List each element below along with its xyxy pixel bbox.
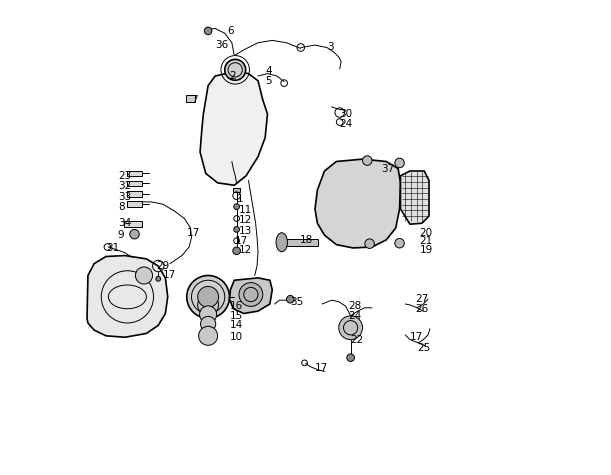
Text: 17: 17 bbox=[163, 270, 176, 281]
Text: 8: 8 bbox=[118, 202, 125, 212]
Text: 7: 7 bbox=[191, 95, 198, 105]
Polygon shape bbox=[127, 171, 142, 176]
Circle shape bbox=[239, 283, 263, 306]
Text: 4: 4 bbox=[265, 66, 272, 76]
Text: 36: 36 bbox=[215, 40, 229, 50]
Text: 25: 25 bbox=[417, 342, 430, 353]
Text: 24: 24 bbox=[338, 119, 352, 130]
Text: 17: 17 bbox=[235, 236, 249, 246]
Circle shape bbox=[233, 247, 240, 255]
Text: 21: 21 bbox=[420, 236, 433, 247]
Circle shape bbox=[136, 267, 153, 284]
Text: 18: 18 bbox=[300, 235, 313, 245]
Circle shape bbox=[347, 354, 354, 361]
Polygon shape bbox=[400, 171, 429, 224]
Polygon shape bbox=[127, 201, 142, 207]
Circle shape bbox=[338, 316, 362, 340]
Text: 12: 12 bbox=[239, 215, 252, 226]
Circle shape bbox=[362, 156, 372, 165]
Polygon shape bbox=[127, 180, 142, 186]
Text: 22: 22 bbox=[351, 334, 364, 345]
Text: 37: 37 bbox=[381, 163, 395, 174]
Polygon shape bbox=[87, 256, 168, 337]
Text: 28: 28 bbox=[348, 301, 362, 312]
Text: 15: 15 bbox=[230, 311, 243, 321]
Text: 23: 23 bbox=[118, 171, 131, 181]
Circle shape bbox=[204, 27, 212, 35]
Polygon shape bbox=[127, 191, 142, 197]
Text: 11: 11 bbox=[239, 205, 252, 215]
Text: 34: 34 bbox=[118, 218, 131, 228]
Polygon shape bbox=[200, 71, 268, 185]
Text: 6: 6 bbox=[227, 26, 234, 36]
Circle shape bbox=[234, 227, 240, 232]
Circle shape bbox=[287, 295, 294, 303]
Text: 35: 35 bbox=[290, 296, 304, 307]
Text: 26: 26 bbox=[415, 304, 428, 314]
Text: 5: 5 bbox=[265, 76, 272, 86]
Text: 19: 19 bbox=[420, 245, 433, 255]
Text: 20: 20 bbox=[420, 228, 433, 238]
Text: 32: 32 bbox=[118, 181, 131, 191]
Text: 13: 13 bbox=[239, 226, 252, 236]
Circle shape bbox=[365, 239, 375, 248]
Text: 24: 24 bbox=[348, 311, 362, 321]
Circle shape bbox=[198, 286, 219, 307]
Polygon shape bbox=[282, 239, 318, 246]
Text: 14: 14 bbox=[230, 320, 243, 331]
Polygon shape bbox=[233, 188, 240, 192]
Circle shape bbox=[234, 204, 240, 209]
Text: 31: 31 bbox=[106, 243, 119, 253]
Circle shape bbox=[199, 326, 218, 345]
Text: 2: 2 bbox=[230, 71, 236, 81]
Text: 27: 27 bbox=[415, 294, 428, 304]
Text: 17: 17 bbox=[187, 228, 200, 238]
Circle shape bbox=[225, 59, 246, 80]
Text: 17: 17 bbox=[410, 332, 423, 342]
Polygon shape bbox=[124, 221, 142, 227]
Polygon shape bbox=[186, 95, 196, 102]
Circle shape bbox=[200, 316, 216, 332]
Text: 1: 1 bbox=[236, 194, 243, 205]
Circle shape bbox=[130, 229, 139, 239]
Polygon shape bbox=[315, 159, 400, 248]
Circle shape bbox=[198, 294, 219, 315]
Text: 12: 12 bbox=[239, 245, 252, 256]
Circle shape bbox=[395, 238, 404, 248]
Circle shape bbox=[187, 276, 230, 318]
Text: 33: 33 bbox=[118, 191, 131, 202]
Polygon shape bbox=[230, 278, 273, 314]
Text: 10: 10 bbox=[230, 332, 243, 342]
Ellipse shape bbox=[276, 233, 287, 252]
Text: 9: 9 bbox=[118, 230, 125, 240]
Text: 29: 29 bbox=[156, 261, 169, 271]
Circle shape bbox=[200, 306, 217, 323]
Text: 17: 17 bbox=[315, 363, 328, 373]
Circle shape bbox=[395, 158, 404, 168]
Text: 16: 16 bbox=[230, 301, 243, 312]
Text: 30: 30 bbox=[338, 109, 352, 119]
Text: 3: 3 bbox=[327, 42, 334, 53]
Circle shape bbox=[156, 276, 161, 281]
